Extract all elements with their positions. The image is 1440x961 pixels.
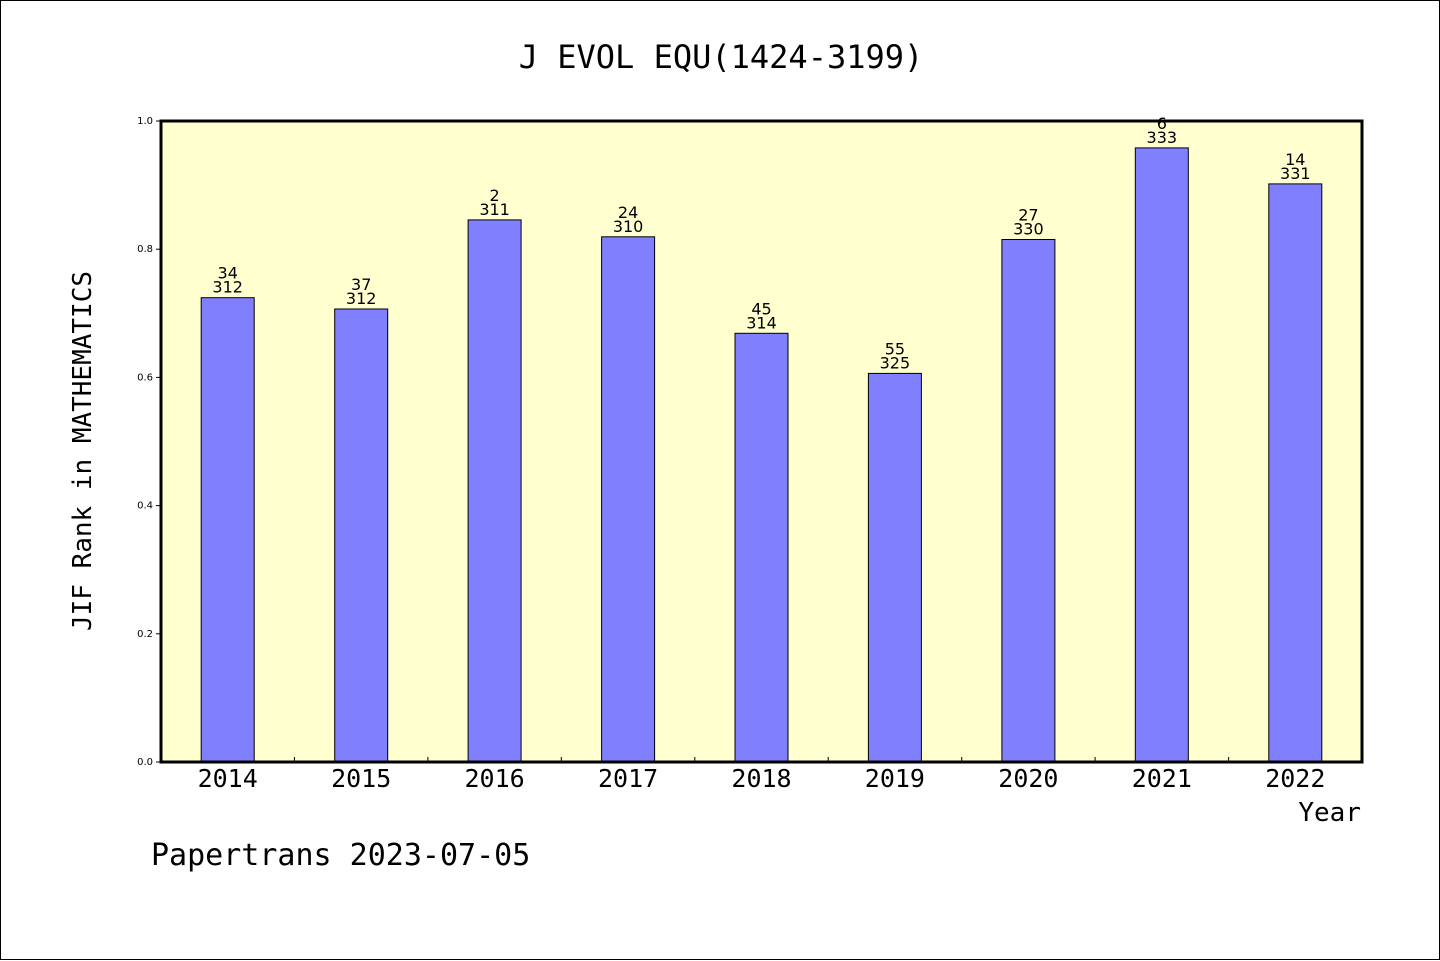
bar-total-label-2017: 310 xyxy=(613,217,644,236)
y-tick-label-0.0: 0.0 xyxy=(137,757,153,768)
bar-rank-label-2017: 24 xyxy=(618,203,638,222)
plot-frame xyxy=(159,119,1364,764)
x-tick-label-2022: 2022 xyxy=(1265,764,1325,793)
bar-total-label-2015: 312 xyxy=(346,289,377,308)
bar-rank-label-2022: 14 xyxy=(1285,150,1305,169)
bar-rank-label-2015: 37 xyxy=(351,275,371,294)
bar-2014 xyxy=(200,297,255,763)
chart-title: J EVOL EQU(1424-3199) xyxy=(519,38,924,76)
bar-2022 xyxy=(1268,183,1323,763)
bar-total-label-2020: 330 xyxy=(1013,220,1044,239)
bar-2021 xyxy=(1134,147,1189,763)
x-tick-label-2016: 2016 xyxy=(464,764,524,793)
y-tick-label-0.2: 0.2 xyxy=(137,629,153,640)
footer-source-date: Papertrans 2023-07-05 xyxy=(151,838,530,873)
bar-total-label-2021: 333 xyxy=(1147,128,1178,147)
x-tick-label-2019: 2019 xyxy=(865,764,925,793)
x-tick-label-2018: 2018 xyxy=(731,764,791,793)
bar-total-label-2019: 325 xyxy=(880,353,911,372)
bar-2015 xyxy=(334,308,389,763)
y-axis: 0.0 0.2 0.4 0.6 0.8 1.0 xyxy=(137,116,161,768)
bar-rank-label-2014: 34 xyxy=(218,264,238,283)
bars xyxy=(200,147,1323,763)
bar-rank-label-2019: 55 xyxy=(885,339,905,358)
bar-total-label-2016: 311 xyxy=(479,200,510,219)
y-tick-label-0.8: 0.8 xyxy=(137,244,153,255)
x-tick-label-2021: 2021 xyxy=(1132,764,1192,793)
y-tick-label-1.0: 1.0 xyxy=(137,116,153,127)
bar-total-label-2018: 314 xyxy=(746,313,777,332)
bar-rank-label-2020: 27 xyxy=(1018,206,1038,225)
x-tick-label-2015: 2015 xyxy=(331,764,391,793)
bar-total-label-2014: 312 xyxy=(212,278,243,297)
bar-2018 xyxy=(734,332,789,763)
bar-total-label-2022: 331 xyxy=(1280,164,1311,183)
bar-rank-label-2016: 2 xyxy=(490,186,500,205)
bar-rank-label-2021: 6 xyxy=(1157,114,1167,133)
bar-2017 xyxy=(601,236,656,763)
x-tick-label-2014: 2014 xyxy=(198,764,258,793)
x-axis-title: Year xyxy=(1298,798,1361,828)
x-axis: 2014 2015 2016 2017 2018 2019 2020 2021 2022 xyxy=(198,757,1325,793)
x-tick-label-2020: 2020 xyxy=(998,764,1058,793)
y-tick-label-0.4: 0.4 xyxy=(137,501,153,512)
bar-2016 xyxy=(467,219,522,763)
y-tick-label-0.6: 0.6 xyxy=(137,372,153,383)
bar-rank-label-2018: 45 xyxy=(751,299,771,318)
y-axis-title: JIF Rank in MATHEMATICS xyxy=(68,271,98,631)
bar-2020 xyxy=(1001,239,1056,763)
x-tick-label-2017: 2017 xyxy=(598,764,658,793)
bar-2019 xyxy=(867,372,922,763)
